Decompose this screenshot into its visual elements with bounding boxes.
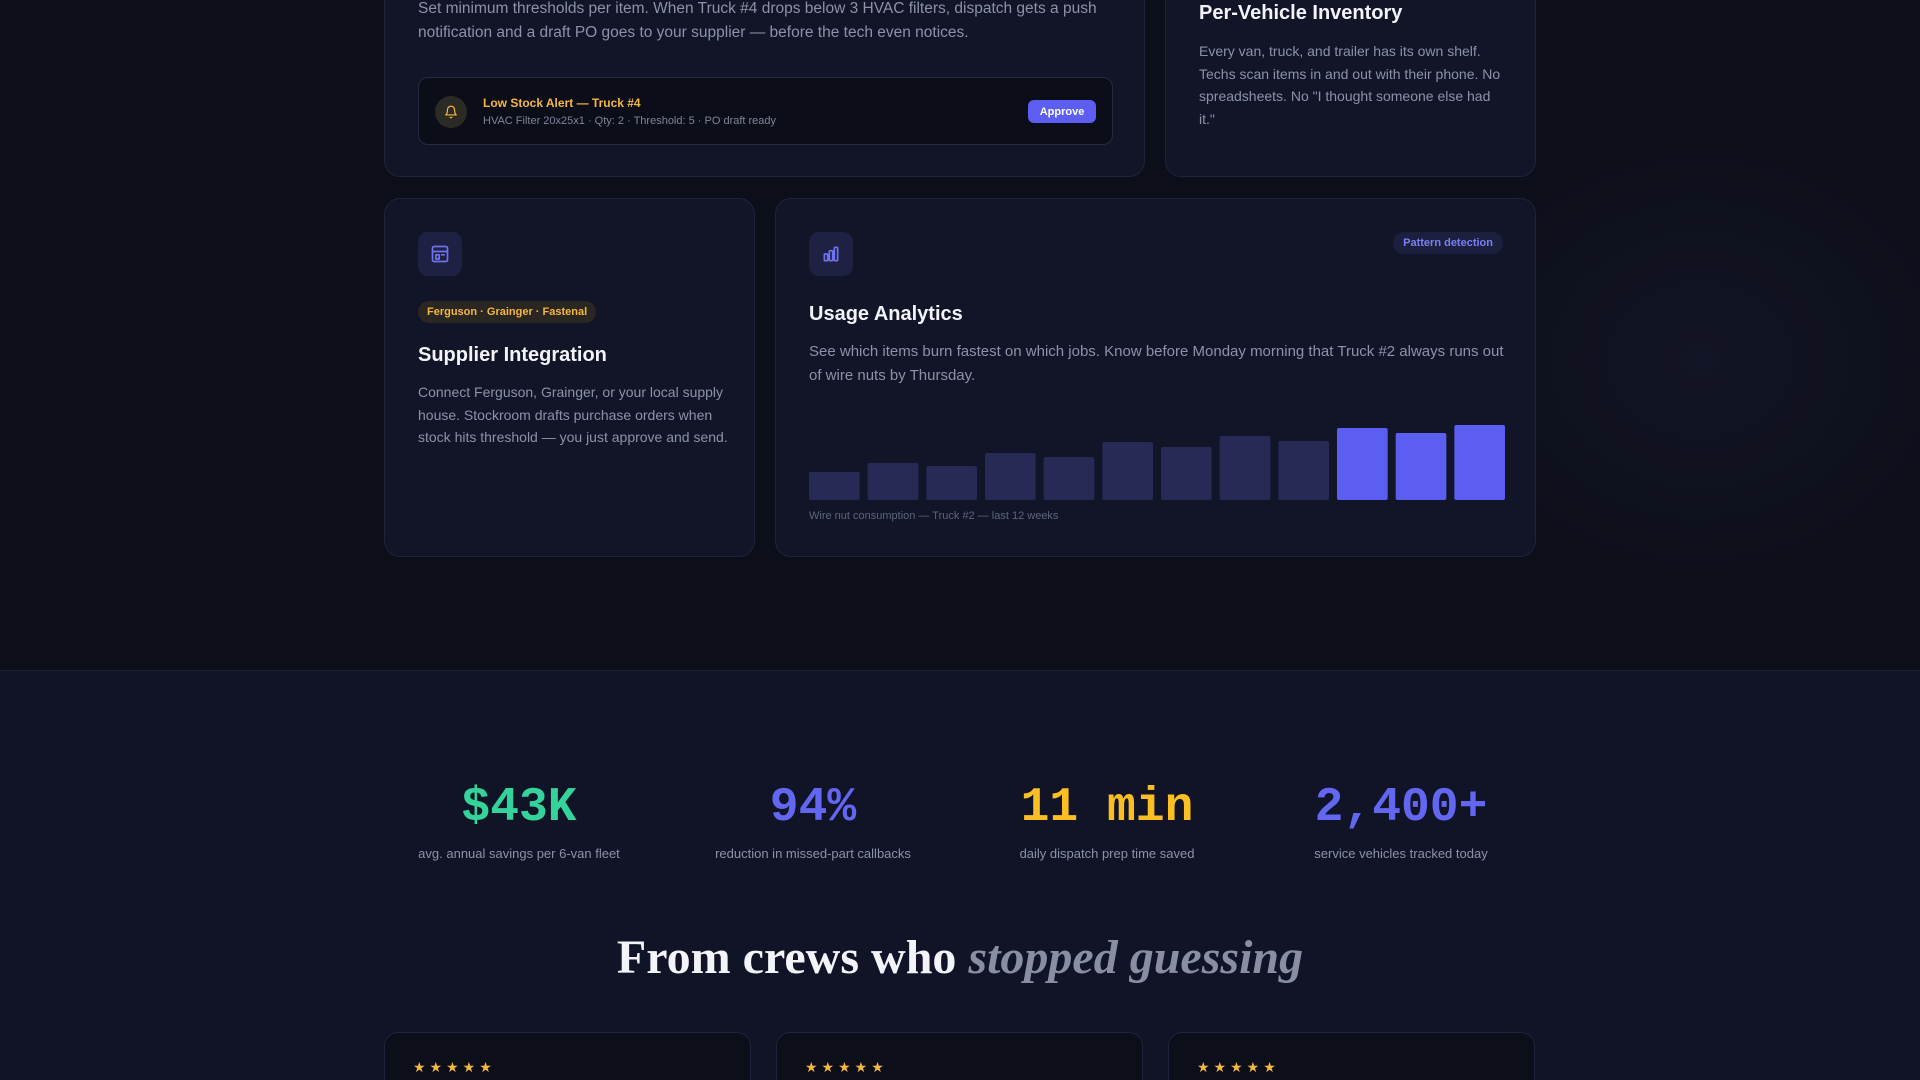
chart-bar — [1043, 457, 1095, 500]
chart-bar — [809, 472, 860, 500]
stat-value: 94% — [769, 781, 857, 835]
stat-value: 2,400+ — [1314, 781, 1488, 835]
per-vehicle-title: Per-Vehicle Inventory — [1199, 2, 1403, 24]
pattern-detection-badge: Pattern detection — [1393, 232, 1503, 254]
supplier-tag: Ferguson · Grainger · Fastenal — [418, 301, 597, 323]
low-stock-alerts-card: Set minimum thresholds per item. When Tr… — [384, 0, 1145, 177]
supplier-integration-card: Ferguson · Grainger · Fastenal Supplier … — [384, 198, 755, 557]
low-stock-description: Set minimum thresholds per item. When Tr… — [418, 0, 1097, 41]
chart-bar — [985, 453, 1036, 500]
stat-label: daily dispatch prep time saved — [1019, 846, 1195, 861]
chart-bar — [926, 466, 977, 500]
chart-bar — [1395, 433, 1447, 500]
alert-title: Low Stock Alert — Truck #4 — [483, 96, 641, 110]
analytics-description: See which items burn fastest on which jo… — [809, 343, 1504, 384]
chart-bar — [1219, 436, 1271, 500]
stat-label: reduction in missed-part callbacks — [715, 846, 911, 861]
testimonial-card: ★★★★★ — [776, 1032, 1143, 1080]
stat-dispatch: 11 min daily dispatch prep time saved — [960, 781, 1254, 861]
stat-label: service vehicles tracked today — [1314, 846, 1488, 861]
store-icon — [418, 232, 462, 276]
chart-bar — [1102, 442, 1153, 500]
usage-analytics-card: Pattern detection Usage Analytics See wh… — [775, 198, 1536, 557]
per-vehicle-description: Every van, truck, and trailer has its ow… — [1199, 43, 1501, 127]
stat-label: avg. annual savings per 6-van fleet — [418, 846, 620, 861]
stat-savings: $43K avg. annual savings per 6-van fleet — [372, 781, 666, 861]
per-vehicle-inventory-card: Per-Vehicle Inventory Every van, truck, … — [1165, 0, 1536, 177]
bell-icon — [435, 96, 467, 128]
stat-callbacks: 94% reduction in missed-part callbacks — [666, 781, 960, 861]
stats-section: $43K avg. annual savings per 6-van fleet… — [0, 670, 1920, 1080]
features-section: Set minimum thresholds per item. When Tr… — [0, 0, 1920, 670]
heading-accent: stopped guessing — [968, 931, 1304, 984]
chart-bar — [1454, 425, 1505, 500]
testimonials-heading: From crews who stopped guessing — [0, 930, 1920, 985]
testimonial-card: ★★★★★ — [384, 1032, 751, 1080]
usage-bar-chart — [809, 425, 1505, 500]
heading-main: From crews who — [616, 931, 957, 984]
supplier-title: Supplier Integration — [418, 344, 607, 366]
chart-bar — [1161, 447, 1212, 500]
supplier-description: Connect Ferguson, Grainger, or your loca… — [418, 384, 728, 445]
stat-vehicles: 2,400+ service vehicles tracked today — [1254, 781, 1548, 861]
alert-details: HVAC Filter 20x25x1 · Qty: 2 · Threshold… — [483, 115, 777, 127]
star-rating: ★★★★★ — [1197, 1059, 1280, 1075]
approve-button[interactable]: Approve — [1028, 100, 1096, 123]
chart-bar — [1337, 428, 1388, 500]
bar-chart-icon — [809, 232, 853, 276]
stat-value: $43K — [461, 781, 577, 835]
testimonial-card: ★★★★★ — [1168, 1032, 1535, 1080]
star-rating: ★★★★★ — [805, 1059, 888, 1075]
chart-bar — [1278, 441, 1329, 500]
chart-caption: Wire nut consumption — Truck #2 — last 1… — [809, 510, 1059, 522]
star-rating: ★★★★★ — [413, 1059, 496, 1075]
stat-value: 11 min — [1020, 781, 1194, 835]
low-stock-alert-preview: Low Stock Alert — Truck #4 HVAC Filter 2… — [418, 77, 1113, 145]
chart-bar — [867, 463, 919, 500]
analytics-title: Usage Analytics — [809, 303, 963, 325]
